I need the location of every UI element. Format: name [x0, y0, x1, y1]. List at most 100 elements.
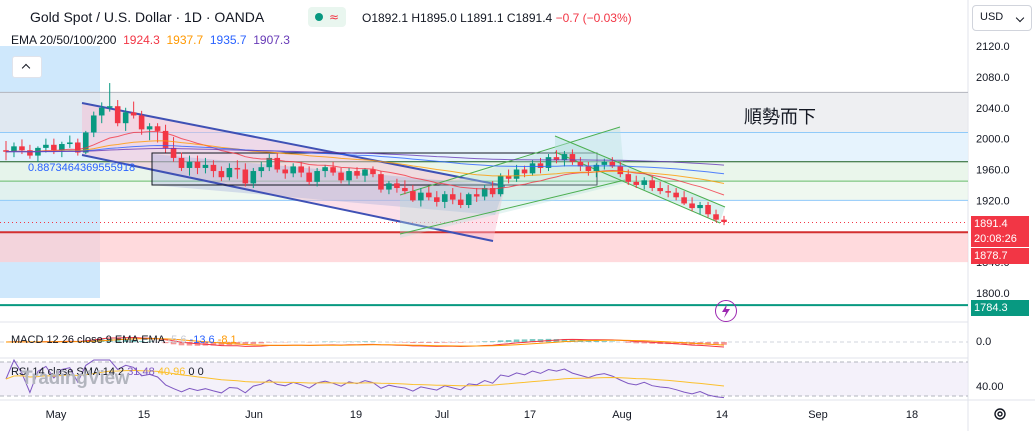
candle-body — [481, 188, 488, 197]
ema-legend[interactable]: EMA 20/50/100/200 1924.3 1937.7 1935.7 1… — [11, 33, 290, 47]
channel-upper — [81, 102, 506, 187]
macd-hist-bar — [713, 342, 719, 345]
candle-body — [649, 180, 655, 189]
currency-select[interactable]: USD — [972, 5, 1032, 31]
candle-body — [434, 197, 440, 202]
gear-icon[interactable] — [993, 407, 1007, 421]
macd-hist-bar — [426, 342, 432, 343]
candle-body — [497, 175, 504, 195]
candle-body — [537, 163, 544, 168]
macd-hist-bar — [481, 341, 488, 342]
candle-body — [266, 157, 273, 168]
ema100-line — [5, 144, 725, 175]
rsi-value: 31.48 — [127, 366, 155, 378]
macd-hist-bar — [585, 340, 592, 342]
macd-legend[interactable]: MACD 12 26 close 9 EMA EMA -5.6 -13.6 -8… — [11, 334, 237, 346]
macd-hist-bar — [434, 342, 440, 344]
macd-hist-bar — [593, 341, 600, 342]
macd-hist-bar — [537, 339, 544, 342]
macd-hist-bar — [609, 341, 616, 342]
candle-body — [282, 169, 289, 174]
candle-body — [362, 169, 368, 176]
candle-body — [370, 169, 376, 175]
candle-body — [689, 203, 695, 209]
symbol-title[interactable]: Gold Spot / U.S. Dollar · 1D · OANDA — [30, 9, 265, 25]
macd-hist-bar — [114, 339, 121, 342]
candle-body — [274, 157, 281, 170]
rsi-legend[interactable]: RSI 14 close SMA 14 2 31.48 40.96 0 0 — [11, 366, 204, 378]
candle-body — [609, 161, 616, 167]
candle-body — [43, 144, 49, 148]
candle-body — [90, 115, 97, 133]
price-tick-label: 1800.0 — [976, 288, 1010, 300]
macd-hist-value: -5.6 — [167, 334, 187, 346]
candle-body — [721, 219, 727, 222]
macd-hist-bar — [673, 342, 679, 345]
candle-body — [354, 171, 360, 176]
date-tick-label: Jun — [245, 409, 263, 421]
ema50-line — [5, 140, 725, 184]
macd-hist-bar — [418, 342, 424, 343]
candle-body — [673, 192, 679, 198]
macd-hist-bar — [250, 342, 257, 345]
ema200-line — [6, 147, 725, 166]
date-tick-label: May — [46, 409, 67, 421]
level-green-tag: 1784.3 — [971, 300, 1029, 316]
range-band — [0, 92, 968, 133]
rsi-ma-line — [5, 369, 725, 387]
rising-channel-upper — [399, 126, 621, 196]
candle-body — [250, 171, 257, 184]
svg-text:≈: ≈ — [329, 10, 339, 24]
fib-level-label: 0.8873464369555918 — [28, 162, 136, 174]
candle-body — [545, 157, 552, 168]
candle-body — [641, 180, 648, 185]
change-value: −0.7 (−0.03%) — [555, 11, 632, 25]
date-tick-label: Jul — [435, 409, 449, 421]
price-tick-label: 2000.0 — [976, 134, 1010, 146]
channel-fill — [400, 127, 625, 238]
macd-hist-bar — [561, 338, 568, 342]
ema-label: EMA 20/50/100/200 — [11, 33, 117, 47]
chevron-down-icon — [1015, 13, 1025, 23]
high-value: H1895.0 — [411, 11, 457, 25]
macd-label: MACD 12 26 close 9 EMA EMA — [11, 334, 165, 346]
candle-body — [322, 167, 328, 172]
ema20-line — [5, 130, 725, 196]
rsi-label: RSI 14 close SMA 14 2 — [11, 366, 125, 378]
candle-body — [202, 164, 209, 168]
macd-hist-bar — [505, 340, 512, 342]
range-band — [0, 132, 968, 162]
low-value: L1891.1 — [460, 11, 504, 25]
rsi-line — [5, 358, 725, 399]
price-tick-label: 1960.0 — [976, 165, 1010, 177]
candle-body — [226, 167, 233, 178]
macd-hist-bar — [170, 342, 177, 345]
lightning-icon[interactable] — [715, 300, 737, 322]
candle-body — [178, 157, 185, 168]
candle-body — [346, 171, 352, 181]
candle-body — [130, 112, 137, 116]
candle-body — [218, 171, 225, 178]
ema50-value: 1937.7 — [166, 33, 204, 47]
market-status-pill[interactable]: ≈ — [308, 7, 346, 27]
candle-body — [513, 169, 520, 179]
macd-hist-bar — [449, 342, 456, 343]
candle-body — [138, 115, 145, 130]
candle-body — [569, 154, 576, 162]
candle-body — [625, 174, 632, 182]
rsi-extra-1: 0 — [188, 366, 195, 378]
range-band — [0, 232, 968, 263]
range-band — [0, 161, 968, 182]
candle-body — [186, 161, 193, 168]
collapse-legend-button[interactable] — [12, 56, 42, 78]
annotation-text[interactable]: 順勢而下 — [744, 107, 816, 127]
price-tick-label: 2040.0 — [976, 103, 1010, 115]
candle-body — [290, 166, 296, 174]
candle-body — [681, 197, 687, 204]
candle-body — [146, 126, 153, 130]
candle-body — [585, 166, 592, 172]
candle-body — [441, 194, 448, 202]
candle-body — [457, 199, 464, 206]
